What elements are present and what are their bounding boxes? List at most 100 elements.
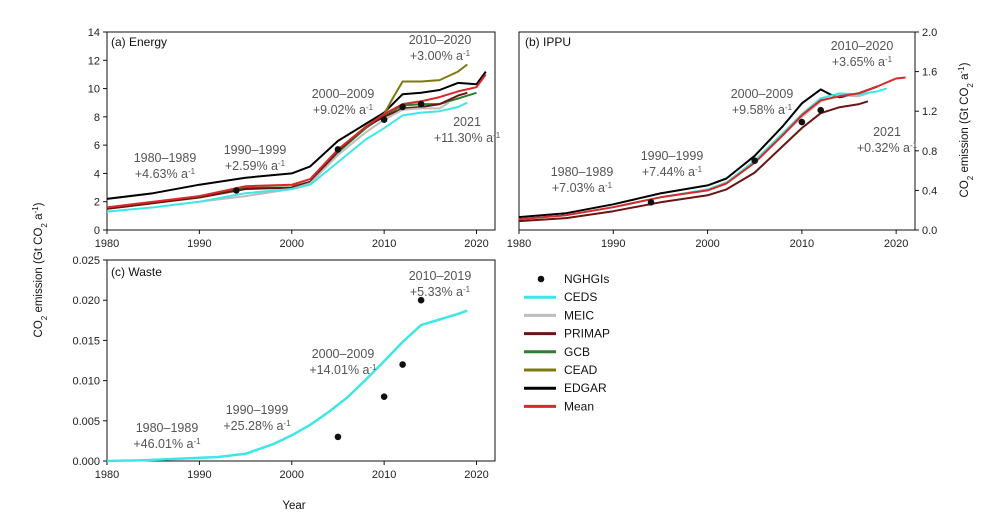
x-tick-label-energy-2000: 2000 — [280, 238, 304, 250]
annotation-rate-waste-3: +5.33% a-1 — [410, 285, 471, 300]
y-label-left-mid: emission (Gt CO — [33, 228, 45, 316]
x-axis-label: Year — [282, 500, 305, 512]
y-tick-label-energy-3: 6 — [94, 140, 100, 152]
annotation-rate-waste-2: +14.01% a-1 — [309, 363, 377, 378]
ngh-point-energy-3 — [399, 103, 406, 111]
series-line-ippu-primap — [518, 100, 869, 223]
annotation-rate-sup-ippu-4: -1 — [910, 141, 918, 150]
y-label-right-mid: emission (Gt CO — [959, 88, 971, 176]
annotation-period-ippu-2: 2000–2009 — [731, 87, 794, 101]
annotation-period-ippu-4: 2021 — [873, 125, 901, 139]
annotation-rate-sup-ippu-1: -1 — [695, 165, 703, 174]
legend-label-nghgis: NGHGIs — [564, 272, 609, 286]
annotation-rate-ippu-4: +0.32% a-1 — [857, 141, 918, 156]
annotation-rate-sup-energy-1: -1 — [278, 159, 286, 168]
annotation-rate-sup-ippu-2: -1 — [785, 103, 793, 112]
annotation-rate-sup-energy-4: -1 — [493, 131, 501, 140]
annotation-rate-sup-waste-2: -1 — [370, 363, 378, 372]
y-label-left-unit: a — [33, 213, 45, 223]
axes-waste: 1980 1990 2000 2010 2020 0.000 0.005 0.010 0.015… — [72, 255, 488, 481]
y-tick-label-ippu-5: 2.0 — [922, 27, 937, 39]
ngh-points-waste — [334, 296, 425, 441]
panel-title-ippu: (b) IPPU — [525, 35, 571, 49]
y-tick-label-waste-0: 0.000 — [72, 456, 100, 468]
legend-label-gcb: GCB — [564, 345, 590, 359]
legend: NGHGIs CEDS MEIC PRIMAP GCB CEAD EDGAR Mean — [524, 272, 610, 413]
plot-frame-waste — [106, 259, 496, 462]
ngh-point-ippu-3 — [817, 106, 825, 114]
x-tick-label-ippu-2010: 2010 — [790, 238, 814, 250]
annotation-rate-ippu-0: +7.03% a-1 — [552, 181, 613, 196]
annotations-waste: 1980–1989 +46.01% a-1 1990–1999 +25.28% a -1… — [133, 269, 471, 451]
y-tick-label-energy-1: 2 — [94, 197, 100, 209]
annotation-period-waste-2: 2000–2009 — [312, 347, 375, 361]
annotation-rate-sup-energy-3: -1 — [463, 49, 471, 58]
y-label-left-sub: 2 — [40, 315, 49, 320]
annotation-period-waste-1: 1990–1999 — [226, 403, 289, 417]
annotation-period-energy-3: 2010–2020 — [409, 33, 472, 47]
series-line-energy-ceds — [106, 101, 468, 213]
y-label-left-sup: -1 — [31, 206, 40, 214]
annotation-rate-energy-0: +4.63% a-1 — [135, 167, 196, 182]
y-axis-label-left: CO2 emission (Gt CO2 a-1) — [31, 202, 49, 337]
ngh-point-energy-2 — [380, 116, 388, 123]
y-tick-label-waste-1: 0.005 — [72, 416, 100, 428]
y-label-right-sub2: 2 — [966, 83, 975, 88]
y-label-right-prefix: CO — [959, 180, 971, 197]
y-tick-label-energy-0: 0 — [94, 225, 100, 237]
annotation-rate-energy-2: +9.02% a-1 — [313, 103, 374, 118]
y-tick-label-energy-6: 12 — [88, 55, 100, 67]
x-tick-label-ippu-1990: 1990 — [601, 238, 625, 250]
annotation-rate-waste-0: +46.01% a-1 — [133, 437, 201, 452]
annotation-period-energy-0: 1980–1989 — [134, 151, 197, 165]
annotation-rate-ippu-1: +7.44% a-1 — [642, 165, 703, 180]
legend-label-mean: Mean — [564, 399, 594, 413]
annotation-rate-sup-ippu-0: -1 — [605, 181, 613, 190]
y-tick-label-energy-7: 14 — [88, 27, 100, 39]
y-label-right-sub: 2 — [966, 175, 975, 180]
annotation-period-ippu-0: 1980–1989 — [551, 165, 614, 179]
y-axis-label-right: CO2 emission (Gt CO2 a-1) — [957, 62, 975, 197]
legend-label-meic: MEIC — [564, 308, 594, 322]
x-tick-label-waste-1990: 1990 — [187, 469, 211, 481]
panel-ippu: 1980 1990 2000 2010 2020 0.0 0.4 0.8 1.2 1.6 2.0 (… — [507, 27, 938, 250]
ngh-point-energy-0 — [233, 187, 240, 194]
annotation-rate-value-waste-0: +46.01% a — [133, 437, 193, 451]
y-label-left-sub2: 2 — [40, 223, 49, 228]
annotation-period-waste-0: 1980–1989 — [136, 421, 199, 435]
panel-title-waste: (c) Waste — [111, 265, 162, 279]
annotation-period-waste-3: 2010–2019 — [409, 269, 472, 283]
annotation-rate-value-ippu-3: +3.65% a — [832, 55, 885, 69]
y-tick-label-ippu-4: 1.6 — [922, 67, 937, 79]
annotation-rate-ippu-3: +3.65% a-1 — [832, 55, 893, 70]
x-tick-label-energy-2010: 2010 — [372, 238, 396, 250]
annotation-rate-sup-energy-2: -1 — [366, 103, 374, 112]
ngh-point-waste-3 — [417, 296, 425, 304]
annotation-rate-value-waste-1: +25.28% a — [223, 419, 283, 433]
plot-frame-energy — [106, 31, 496, 231]
x-tick-label-waste-2000: 2000 — [280, 469, 304, 481]
annotation-rate-energy-1: +2.59% a-1 — [225, 159, 286, 174]
axes-ippu: 1980 1990 2000 2010 2020 0.0 0.4 0.8 1.2 1.6 2.0 — [507, 27, 938, 250]
annotation-period-energy-2: 2000–2009 — [312, 87, 375, 101]
annotation-rate-sup-energy-0: -1 — [188, 167, 196, 176]
annotation-rate-value-energy-2: +9.02% a — [313, 103, 366, 117]
legend-label-edgar: EDGAR — [564, 381, 607, 395]
y-tick-label-waste-3: 0.015 — [72, 335, 100, 347]
annotation-rate-value-ippu-4: +0.32% a — [857, 141, 910, 155]
y-tick-label-energy-5: 10 — [88, 84, 100, 96]
ngh-point-energy-4 — [417, 100, 425, 108]
series-line-ippu-mean — [518, 76, 906, 221]
annotation-rate-energy-4: +11.30% a-1 — [434, 131, 501, 146]
y-tick-label-ippu-1: 0.4 — [922, 185, 937, 197]
legend-label-primap: PRIMAP — [564, 327, 610, 341]
panel-waste: 1980 1990 2000 2010 2020 0.000 0.005 0.010 0.015… — [72, 255, 496, 481]
y-tick-label-waste-5: 0.025 — [72, 255, 100, 267]
ngh-point-energy-1 — [334, 146, 342, 153]
series-line-energy-mean — [106, 73, 487, 209]
ngh-point-ippu-0 — [647, 198, 655, 206]
annotation-rate-value-ippu-1: +7.44% a — [642, 165, 695, 179]
y-label-right-sup: -1 — [957, 66, 966, 74]
annotation-period-ippu-3: 2010–2020 — [831, 39, 894, 53]
